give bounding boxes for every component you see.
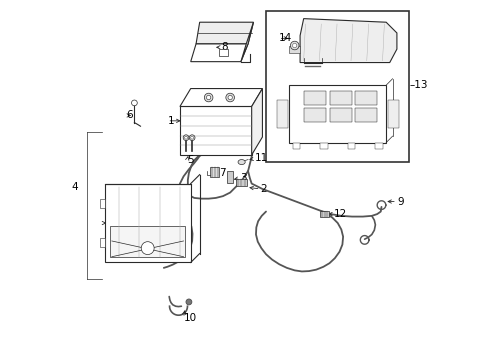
Circle shape [185,299,191,305]
Polygon shape [251,89,262,155]
Bar [355,91,377,105]
Bar [100,238,105,247]
Text: 3: 3 [239,173,246,183]
Bar [276,99,287,128]
Bar [180,107,251,155]
Polygon shape [190,44,247,62]
Circle shape [190,136,193,139]
Bar [110,226,185,257]
Circle shape [189,135,195,140]
Bar [219,49,228,56]
Bar [347,143,354,149]
Bar [329,108,351,122]
Bar [104,184,190,262]
Text: 2: 2 [260,184,267,194]
Polygon shape [300,19,396,63]
Bar [289,45,300,53]
Circle shape [290,41,298,50]
Circle shape [204,93,212,102]
Ellipse shape [238,159,244,165]
Circle shape [292,43,296,48]
Text: 14: 14 [278,33,291,43]
Text: 5: 5 [187,155,193,165]
Circle shape [141,242,154,255]
Text: 6: 6 [126,111,133,121]
Polygon shape [180,89,262,107]
Bar [303,91,325,105]
Bar [303,108,325,122]
Bar [235,179,246,186]
Bar [292,143,300,149]
Circle shape [183,135,188,140]
Text: 11: 11 [255,153,268,163]
Circle shape [225,93,234,102]
Polygon shape [241,22,253,62]
Bar [355,108,377,122]
Bar [319,211,328,217]
Text: 7: 7 [219,168,225,178]
Text: 12: 12 [333,209,346,219]
Text: –13: –13 [408,80,427,90]
Bar [320,143,327,149]
Circle shape [206,95,210,100]
Polygon shape [196,22,253,44]
Bar [289,85,386,143]
Bar [387,99,398,128]
Bar [210,167,219,177]
Text: 1: 1 [167,116,174,126]
Text: 10: 10 [183,313,196,323]
Circle shape [227,95,232,100]
Text: 8: 8 [221,42,227,52]
Bar [226,171,233,183]
Bar [329,91,351,105]
Text: 9: 9 [396,197,403,207]
Circle shape [184,136,187,139]
Bar [375,143,382,149]
Bar [265,12,408,162]
Text: 4: 4 [72,182,79,192]
Circle shape [131,100,137,106]
Bar [100,199,105,208]
